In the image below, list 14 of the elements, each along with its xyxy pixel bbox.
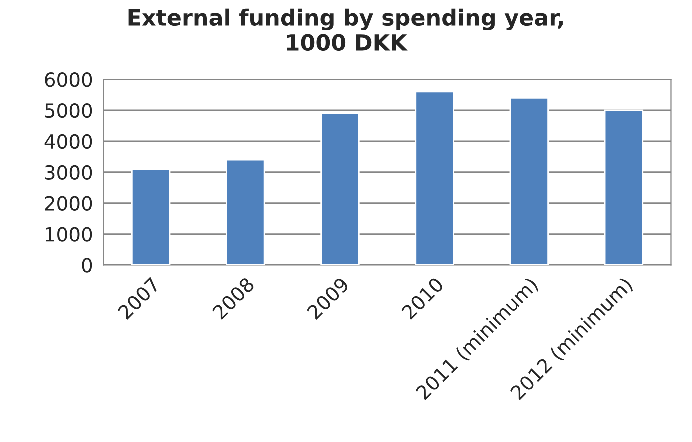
bar	[415, 91, 454, 266]
bar	[131, 168, 171, 266]
bar	[226, 159, 266, 266]
y-tick-label: 0	[82, 258, 92, 273]
bar	[510, 97, 549, 266]
y-tick-label: 1000	[46, 227, 92, 242]
y-tick-label: 6000	[45, 72, 92, 88]
chart-title: External funding by spending year, 1000 DKK	[128, 8, 563, 52]
y-tick-label: 4000	[44, 134, 92, 150]
bar	[604, 110, 644, 266]
bar	[320, 112, 360, 266]
y-tick-label: 5000	[45, 103, 92, 118]
y-tick-label: 3000	[45, 165, 92, 180]
y-tick-label: 2000	[45, 196, 92, 211]
